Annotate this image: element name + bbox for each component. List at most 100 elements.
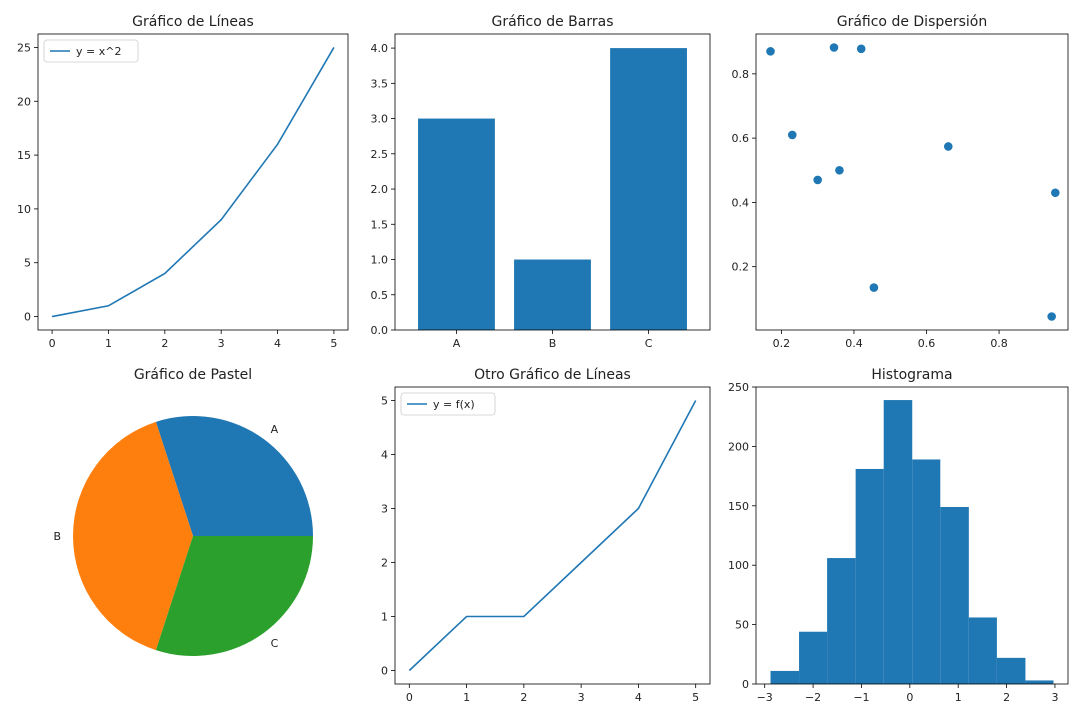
pie-slice-B <box>73 421 193 651</box>
scatter-point-9 <box>1047 312 1056 321</box>
x-tick-label: 3 <box>218 337 225 350</box>
x-tick-label: 4 <box>274 337 281 350</box>
y-tick-label: 0 <box>742 678 749 691</box>
hist-bar-0 <box>770 670 800 684</box>
x-tick-label: 2 <box>1003 691 1010 704</box>
y-tick-label: 10 <box>17 203 31 216</box>
axes-frame-5 <box>755 386 1069 685</box>
y-tick-label: 0 <box>24 311 31 324</box>
pie-slice-A <box>155 416 313 536</box>
scatter-point-3 <box>787 130 797 140</box>
x-tick-label: 4 <box>635 691 642 704</box>
y-tick-label: 5 <box>24 257 31 270</box>
y-tick-label: 20 <box>17 95 31 108</box>
axes-frame-2 <box>755 33 1069 331</box>
hist-bar-8 <box>996 657 1026 684</box>
y-tick-label: 200 <box>728 440 749 453</box>
hist-bar-3 <box>855 468 884 684</box>
pie-label-A: A <box>271 423 279 436</box>
y-tick-label: 4 <box>381 449 388 462</box>
x-tick-label: 0.2 <box>773 337 791 350</box>
chart-title-3: Gráfico de Pastel <box>134 367 252 383</box>
chart-title-5: Histograma <box>871 367 952 383</box>
scatter-point-6 <box>943 142 953 151</box>
chart-title-4: Otro Gráfico de Líneas <box>474 367 631 383</box>
y-tick-label: 3.5 <box>371 77 389 90</box>
scatter-point-2 <box>856 44 866 54</box>
x-tick-label: −3 <box>757 691 773 704</box>
y-tick-label: 1 <box>381 611 388 624</box>
x-tick-label: 3 <box>1051 691 1058 704</box>
x-tick-label: B <box>549 337 557 350</box>
pie-label-B: B <box>53 530 61 543</box>
y-tick-label: 3 <box>381 503 388 516</box>
scatter-point-1 <box>829 43 839 52</box>
bar-A <box>418 118 495 330</box>
x-tick-label: 0.4 <box>845 337 863 350</box>
hist-bar-1 <box>799 631 828 684</box>
hist-bar-4 <box>883 400 913 684</box>
y-tick-label: 0 <box>381 665 388 678</box>
axes-frame-4 <box>394 386 711 685</box>
series-line-0-0 <box>51 47 335 318</box>
y-tick-label: 100 <box>728 559 749 572</box>
scatter-point-5 <box>835 165 844 175</box>
bar-B <box>514 259 591 330</box>
y-tick-label: 2.5 <box>371 148 389 161</box>
y-tick-label: 1.5 <box>371 218 389 231</box>
x-tick-label: 1 <box>463 691 470 704</box>
hist-bar-9 <box>1025 680 1054 684</box>
x-tick-label: 0 <box>49 337 56 350</box>
y-tick-label: 5 <box>381 395 388 408</box>
x-tick-label: −2 <box>805 691 821 704</box>
y-tick-label: 0.4 <box>732 196 750 209</box>
x-tick-label: 0.8 <box>990 337 1008 350</box>
y-tick-label: 3.0 <box>371 113 389 126</box>
y-tick-label: 0.0 <box>371 324 389 337</box>
legend-label-4: y = f(x) <box>433 398 475 411</box>
y-tick-label: 250 <box>728 381 749 394</box>
pie-slice-C <box>155 536 313 656</box>
x-tick-label: 1 <box>105 337 112 350</box>
x-tick-label: 0 <box>906 691 913 704</box>
x-tick-label: 1 <box>955 691 962 704</box>
subplot-1: Gráfico de Barras A B C 0.0 0.5 1.0 1.5 2.0 2.5 3.… <box>371 14 711 350</box>
y-tick-label: 4.0 <box>371 42 389 55</box>
legend-box-4 <box>400 392 496 416</box>
scatter-point-8 <box>869 283 879 292</box>
y-tick-label: 15 <box>17 149 31 162</box>
pie-label-C: C <box>271 637 279 650</box>
y-tick-label: 1.0 <box>371 254 389 267</box>
x-tick-label: 0 <box>406 691 413 704</box>
legend-box-0 <box>43 39 139 63</box>
y-tick-label: 150 <box>728 500 749 513</box>
x-tick-label: 0.6 <box>918 337 936 350</box>
y-tick-label: 0.6 <box>732 132 750 145</box>
subplot-0: Gráfico de Líneas y = x^2 0 1 2 3 4 5 0 5 10 15 20 25 <box>17 14 349 350</box>
y-tick-label: 50 <box>735 619 749 632</box>
hist-bar-5 <box>912 459 941 684</box>
hist-bar-7 <box>968 617 997 684</box>
subplot-5: Histograma −3 −2 −1 0 1 2 3 0 50 100 150 200 250 <box>728 367 1069 704</box>
subplot-3: Gráfico de Pastel A B C <box>53 367 313 656</box>
hist-bar-6 <box>940 506 969 684</box>
bar-C <box>610 48 687 330</box>
y-tick-label: 2 <box>381 557 388 570</box>
legend-label-0: y = x^2 <box>76 45 121 58</box>
y-tick-label: 0.2 <box>732 261 750 274</box>
x-tick-label: C <box>645 337 653 350</box>
scatter-point-0 <box>766 47 775 56</box>
series-line-4-0 <box>408 400 697 672</box>
subplot-4: Otro Gráfico de Líneas y = f(x) 0 1 2 3 4 5 0 1 2 3… <box>381 367 711 704</box>
x-tick-label: A <box>453 337 461 350</box>
scatter-point-7 <box>1051 188 1060 198</box>
x-tick-label: −1 <box>853 691 869 704</box>
x-tick-label: 2 <box>161 337 168 350</box>
y-tick-label: 2.0 <box>371 183 389 196</box>
axes-frame-0 <box>37 33 349 331</box>
y-tick-label: 0.5 <box>371 289 389 302</box>
scatter-point-4 <box>813 175 822 185</box>
chart-title-0: Gráfico de Líneas <box>132 14 254 30</box>
x-tick-label: 5 <box>692 691 699 704</box>
